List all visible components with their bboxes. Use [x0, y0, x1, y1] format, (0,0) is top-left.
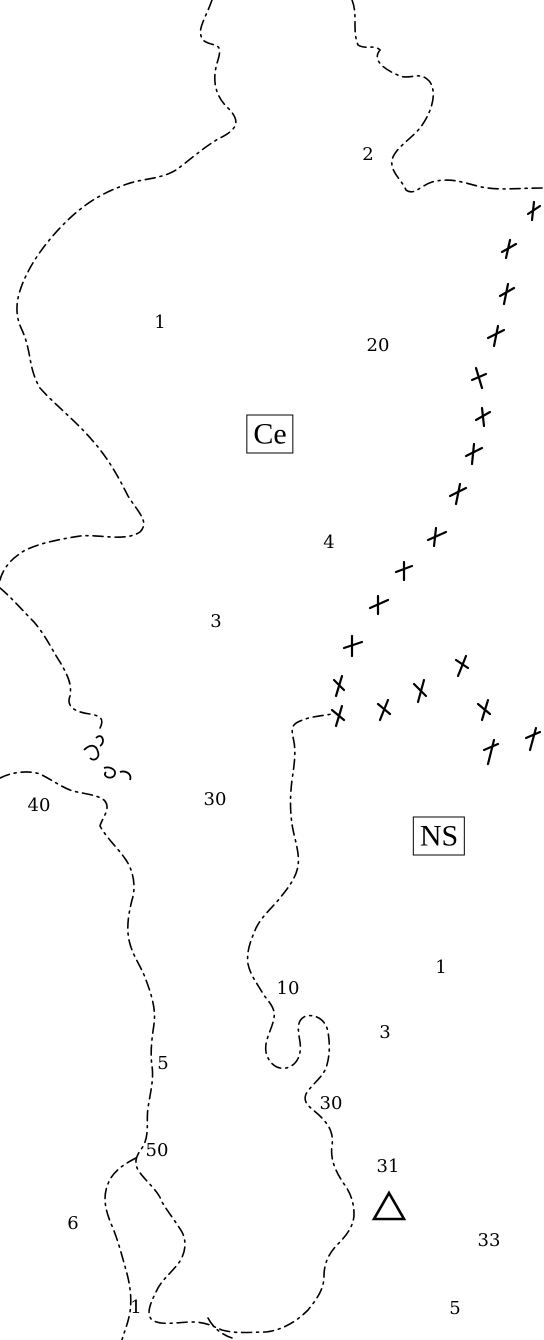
boundary-west-middle	[0, 587, 103, 729]
x-mark-icon	[526, 200, 542, 222]
zone-label-ce: Ce	[246, 414, 294, 454]
map-number-label: 6	[67, 1213, 79, 1234]
x-mark-icon	[368, 594, 390, 616]
x-mark-icon	[500, 238, 518, 260]
boundary-west-bump	[0, 713, 355, 1334]
fault-marks	[330, 200, 542, 766]
map-number-label: 1	[130, 1297, 142, 1318]
zone-label-ns: NS	[412, 816, 466, 856]
x-mark-icon	[524, 726, 542, 752]
map-number-label: 1	[154, 312, 166, 333]
map-number-label: 2	[362, 144, 374, 165]
map-number-label: 4	[323, 532, 335, 553]
x-mark-icon	[486, 324, 506, 348]
map-number-label: 10	[276, 978, 300, 999]
x-mark-icon	[454, 654, 470, 678]
map-number-label: 3	[379, 1022, 391, 1043]
x-mark-icon	[476, 698, 492, 722]
boundary-south-tail	[207, 1317, 233, 1339]
map-number-label: 31	[376, 1156, 400, 1177]
map-number-label: 33	[477, 1230, 501, 1251]
map-number-label: 5	[157, 1053, 169, 1074]
x-mark-icon	[448, 482, 468, 506]
scribble-mark	[83, 735, 132, 781]
x-mark-icon	[470, 366, 488, 390]
map-number-label: 30	[203, 789, 227, 810]
triangle-marker-icon	[371, 1190, 407, 1221]
x-mark-icon	[482, 738, 500, 766]
x-mark-icon	[394, 560, 414, 582]
x-mark-icon	[498, 282, 516, 306]
boundary-ce-west	[0, 0, 237, 581]
map-number-label: 20	[366, 335, 390, 356]
x-mark-icon	[342, 634, 364, 658]
map-number-label: 5	[449, 1298, 461, 1319]
map-number-label: 1	[435, 957, 447, 978]
map-number-label: 40	[27, 795, 51, 816]
map-number-label: 50	[145, 1140, 169, 1161]
boundary-ce-north	[351, 0, 544, 193]
x-mark-icon	[474, 406, 492, 428]
x-mark-icon	[332, 674, 346, 698]
x-mark-icon	[464, 442, 484, 466]
x-mark-icon	[376, 698, 392, 722]
x-mark-icon	[412, 678, 428, 704]
map-number-label: 30	[319, 1093, 343, 1114]
x-mark-icon	[426, 526, 448, 548]
map-number-label: 3	[210, 611, 222, 632]
x-mark-icon	[330, 704, 346, 728]
